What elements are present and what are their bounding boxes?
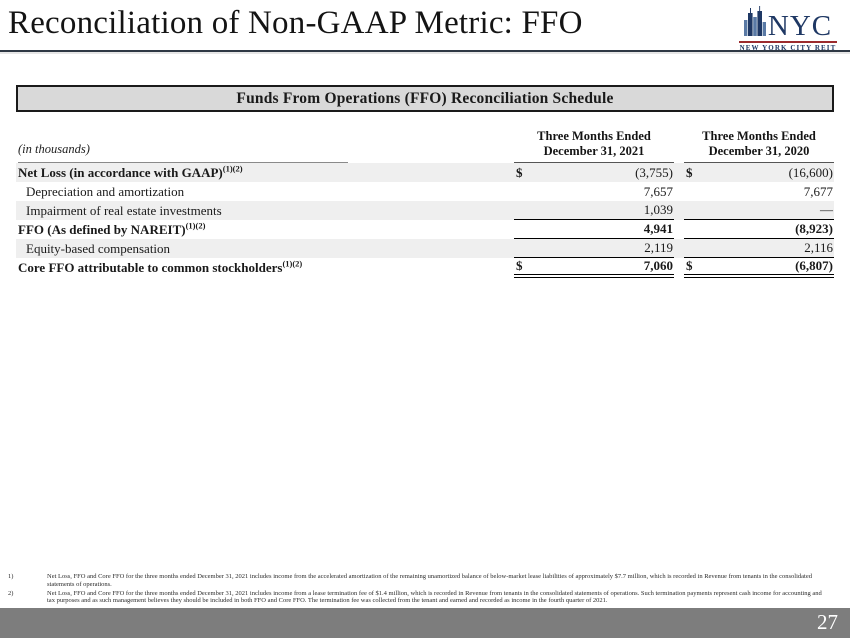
row-label: Depreciation and amortization [26, 183, 185, 199]
value-2021: $ 7,060 [514, 258, 674, 278]
page-title: Reconciliation of Non-GAAP Metric: FFO [8, 5, 583, 41]
value-2020: — [684, 201, 834, 220]
value-2021: 7,657 [643, 183, 673, 199]
row-label: FFO (As defined by NAREIT)(1)(2) [18, 220, 206, 237]
logo-name: NEW YORK CITY REIT [739, 44, 837, 52]
header-divider [0, 50, 850, 54]
footnotes: 1) Net Loss, FFO and Core FFO for the th… [0, 573, 842, 606]
logo-acronym: NYC [767, 10, 833, 42]
value-2021: 4,941 [514, 220, 674, 239]
table-row-impairment: Impairment of real estate investments 1,… [16, 201, 834, 220]
table-row-core-ffo: Core FFO attributable to common stockhol… [16, 258, 834, 278]
logo-rule [739, 41, 837, 43]
table-header-row: (in thousands) Three Months Ended Decemb… [16, 127, 834, 163]
table-title: Funds From Operations (FFO) Reconciliati… [16, 85, 834, 112]
value-2021: $ (3,755) [516, 164, 673, 180]
footnote-1: 1) Net Loss, FFO and Core FFO for the th… [0, 573, 842, 589]
row-label: Net Loss (in accordance with GAAP)(1)(2) [18, 163, 243, 180]
slide-footer-bar: 27 [0, 608, 850, 638]
value-2020: 7,677 [803, 183, 833, 199]
company-logo: NYC NEW YORK CITY REIT [739, 6, 837, 52]
row-label: Equity-based compensation [26, 240, 171, 256]
footnote-number: 1) [8, 573, 14, 580]
table-row-equity-compensation: Equity-based compensation 2,119 2,116 [16, 239, 834, 258]
row-label: Impairment of real estate investments [26, 202, 222, 218]
column-header-2020: Three Months Ended December 31, 2020 [684, 129, 834, 163]
table-row-ffo: FFO (As defined by NAREIT)(1)(2) 4,941 (… [16, 220, 834, 239]
table-row-depreciation: Depreciation and amortization 7,657 7,67… [16, 182, 834, 201]
value-2020: (8,923) [684, 220, 834, 239]
footnote-text: Net Loss, FFO and Core FFO for the three… [47, 589, 822, 605]
units-label: (in thousands) [18, 142, 90, 156]
row-label: Core FFO attributable to common stockhol… [18, 258, 303, 275]
table-row-net-loss: Net Loss (in accordance with GAAP)(1)(2)… [16, 163, 834, 182]
label-underline [18, 162, 348, 163]
value-2020: 2,116 [684, 239, 834, 258]
value-2020: $ (6,807) [684, 258, 834, 278]
value-2021: 2,119 [514, 239, 674, 258]
footnote-2: 2) Net Loss, FFO and Core FFO for the th… [0, 590, 842, 606]
page-number: 27 [817, 610, 838, 634]
skyline-icon [743, 6, 766, 41]
ffo-reconciliation-table: Funds From Operations (FFO) Reconciliati… [16, 85, 834, 278]
value-2021: 1,039 [514, 201, 674, 220]
units-label-cell: (in thousands) [16, 127, 514, 163]
column-header-2021: Three Months Ended December 31, 2021 [514, 129, 674, 163]
footnote-text: Net Loss, FFO and Core FFO for the three… [47, 573, 812, 588]
value-2020: $ (16,600) [686, 164, 833, 180]
footnote-number: 2) [8, 589, 14, 597]
